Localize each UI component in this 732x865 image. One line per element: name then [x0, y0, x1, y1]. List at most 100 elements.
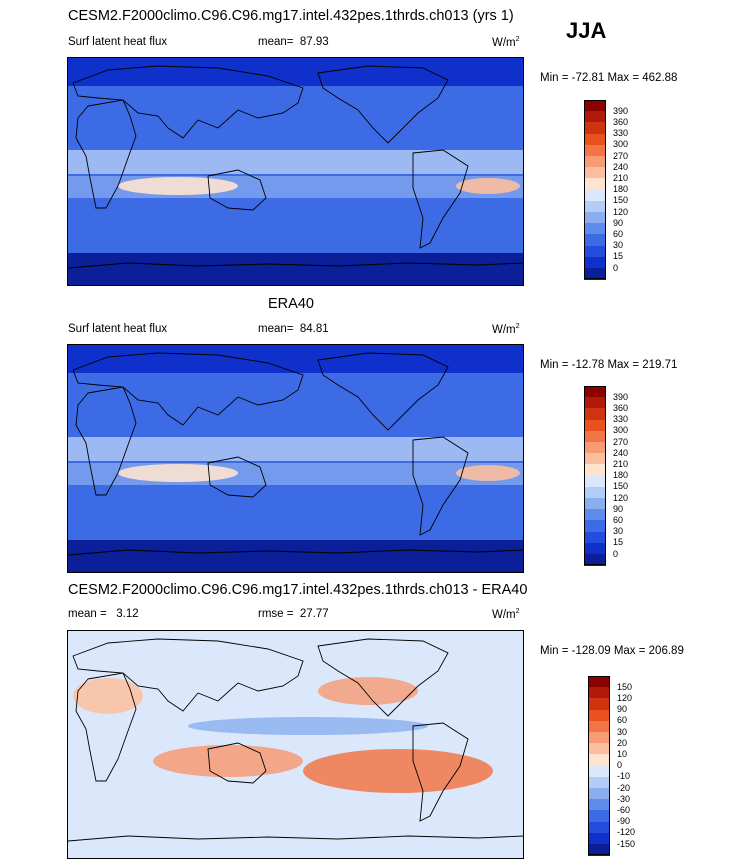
- colorbar-swatch: [588, 788, 610, 800]
- colorbar-swatch: [584, 200, 606, 213]
- panel-2-variable: Surf latent heat flux: [68, 323, 168, 335]
- map-warm-patch: [456, 178, 520, 194]
- colorbar-swatch: [584, 268, 606, 280]
- colorbar-swatch: [584, 178, 606, 191]
- colorbar-label: 20: [617, 737, 628, 748]
- colorbar-label: 330: [613, 128, 629, 139]
- panel-1-mean: mean= 87.93: [258, 36, 329, 48]
- panel-3-map: [67, 630, 524, 859]
- colorbar-label: 360: [613, 116, 629, 127]
- colorbar-label: 120: [613, 206, 629, 217]
- colorbar-label: 330: [613, 414, 629, 425]
- map-warm-patch: [118, 464, 238, 482]
- colorbar-swatch: [584, 531, 606, 544]
- colorbar-label: 270: [613, 436, 629, 447]
- colorbar-swatch: [588, 754, 610, 767]
- colorbar-label: 15: [613, 537, 624, 548]
- colorbar-label: 60: [613, 514, 624, 525]
- panel-2-minmax: Min = -12.78 Max = 219.71: [540, 359, 678, 371]
- colorbar-swatch: [584, 223, 606, 235]
- map-1-svg: [68, 58, 523, 285]
- panel-1-title: CESM2.F2000climo.C96.C96.mg17.intel.432p…: [68, 8, 514, 24]
- colorbar-label: 240: [613, 447, 629, 458]
- colorbar-swatch: [584, 189, 606, 202]
- colorbar-swatch: [588, 698, 610, 711]
- colorbar-label: 300: [613, 139, 629, 150]
- colorbar-label: 180: [613, 184, 629, 195]
- colorbar-label: -30: [617, 793, 631, 804]
- colorbar-swatch: [588, 732, 610, 744]
- panel-1-units: W/m2: [492, 36, 520, 49]
- colorbar-swatch: [584, 442, 606, 454]
- colorbar-label: -60: [617, 804, 631, 815]
- colorbar-swatch: [584, 419, 606, 432]
- map-positive-anomaly: [153, 745, 303, 777]
- map-tropical-band: [68, 437, 523, 461]
- panel-2-units: W/m2: [492, 323, 520, 336]
- colorbar-label: 30: [613, 240, 624, 251]
- coastline: [75, 99, 137, 209]
- colorbar-label: 0: [617, 760, 623, 771]
- panel-1-variable: Surf latent heat flux: [68, 36, 168, 48]
- colorbar-label: 150: [613, 195, 629, 206]
- coastline: [412, 149, 469, 249]
- colorbar-swatch: [584, 498, 606, 510]
- colorbar-swatch: [588, 709, 610, 722]
- map-positive-anomaly: [303, 749, 493, 793]
- colorbar-swatch: [588, 687, 610, 699]
- coastline: [75, 672, 137, 782]
- colorbar-label: 0: [613, 262, 619, 273]
- map-positive-anomaly: [318, 677, 418, 705]
- colorbar-label: 300: [613, 425, 629, 436]
- coastline: [207, 169, 267, 211]
- colorbar-swatch: [584, 234, 606, 247]
- colorbar-swatch: [584, 430, 606, 443]
- colorbar-label: -10: [617, 771, 631, 782]
- colorbar-swatch: [584, 245, 606, 258]
- colorbar-swatch: [584, 111, 606, 123]
- colorbar-label: 30: [613, 526, 624, 537]
- colorbar-label: 270: [613, 150, 629, 161]
- map-polar-band-south: [68, 253, 523, 285]
- colorbar-label: 90: [613, 217, 624, 228]
- colorbar-label: 180: [613, 470, 629, 481]
- coastline: [68, 549, 523, 556]
- colorbar-label: -90: [617, 816, 631, 827]
- panel-3-mean: mean = 3.12: [68, 608, 139, 620]
- panel-3-minmax: Min = -128.09 Max = 206.89: [540, 645, 684, 657]
- map-3-svg: [68, 631, 523, 858]
- map-polar-band-north: [68, 58, 523, 86]
- colorbar-swatch: [584, 554, 606, 566]
- colorbar-label: 120: [617, 692, 633, 703]
- colorbar-swatch: [584, 144, 606, 157]
- colorbar-label: 150: [617, 681, 633, 692]
- panel-2-map: [67, 344, 524, 573]
- colorbar-label: 120: [613, 492, 629, 503]
- colorbar-swatch: [588, 810, 610, 823]
- map-tropical-band: [68, 150, 523, 174]
- panel-3-units: W/m2: [492, 608, 520, 621]
- coastline: [207, 742, 267, 784]
- colorbar-label: 10: [617, 748, 628, 759]
- map-warm-patch: [456, 465, 520, 481]
- coastline: [72, 638, 304, 712]
- colorbar-label: 240: [613, 161, 629, 172]
- colorbar-label: 60: [617, 715, 628, 726]
- colorbar-swatch: [588, 776, 610, 789]
- colorbar-label: 90: [617, 704, 628, 715]
- colorbar-label: 0: [613, 548, 619, 559]
- colorbar-swatch: [588, 821, 610, 834]
- colorbar-swatch: [584, 212, 606, 224]
- map-negative-anomaly: [188, 717, 428, 735]
- colorbar-swatch: [584, 464, 606, 477]
- colorbar-swatch: [584, 542, 606, 555]
- colorbar-label: 390: [613, 105, 629, 116]
- panel-1-minmax: Min = -72.81 Max = 462.88: [540, 72, 678, 84]
- colorbar-label: -150: [617, 838, 636, 849]
- colorbar-label: -20: [617, 782, 631, 793]
- colorbar-frame: [588, 676, 610, 856]
- coastline: [317, 65, 449, 144]
- colorbar-label: 150: [613, 481, 629, 492]
- map-positive-anomaly: [73, 678, 143, 714]
- colorbar-frame: [584, 100, 606, 280]
